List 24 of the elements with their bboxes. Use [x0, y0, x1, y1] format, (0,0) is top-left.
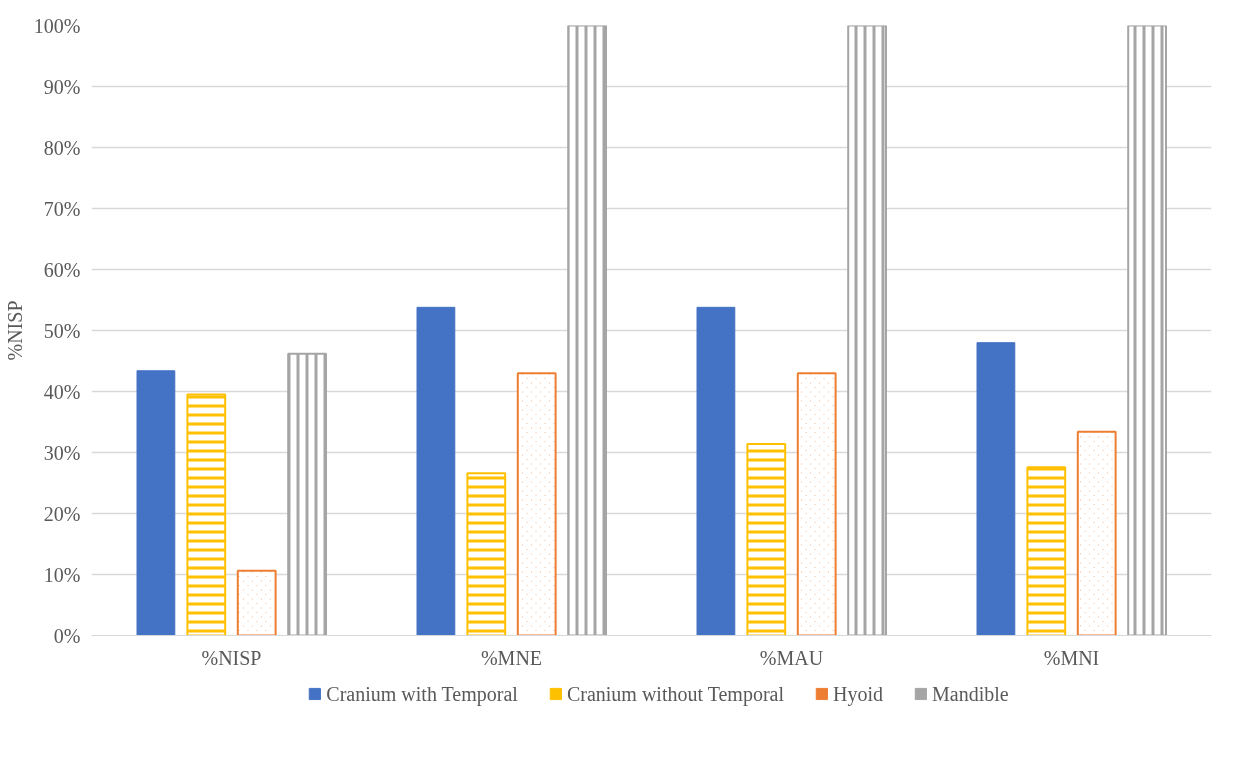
y-tick-label: 100% — [33, 14, 81, 37]
y-axis-title: %NISP — [3, 300, 26, 361]
y-tick-label: 60% — [43, 258, 81, 281]
legend-label: Cranium with Temporal — [326, 682, 518, 705]
x-tick-label: %MNI — [1043, 646, 1100, 669]
legend-label: Mandible — [931, 682, 1009, 705]
x-tick-label: %MAU — [759, 646, 824, 669]
y-tick-label: 70% — [43, 197, 81, 220]
y-tick-label: 80% — [43, 136, 81, 159]
y-tick-label: 30% — [43, 441, 81, 464]
y-tick-label: 0% — [53, 624, 81, 647]
y-tick-label: 40% — [43, 380, 81, 403]
y-tick-label: 50% — [43, 319, 81, 342]
bar — [696, 306, 736, 636]
x-tick-label: %MNE — [480, 646, 543, 669]
bar — [976, 342, 1016, 636]
legend-label: Hyoid — [832, 682, 883, 705]
y-tick-label: 90% — [43, 75, 81, 98]
legend-label: Cranium without Temporal — [566, 682, 784, 705]
bar — [136, 370, 176, 636]
x-tick-label: %NISP — [201, 646, 262, 669]
y-tick-label: 20% — [43, 502, 81, 525]
y-tick-label: 10% — [43, 563, 81, 586]
bar — [416, 306, 456, 636]
